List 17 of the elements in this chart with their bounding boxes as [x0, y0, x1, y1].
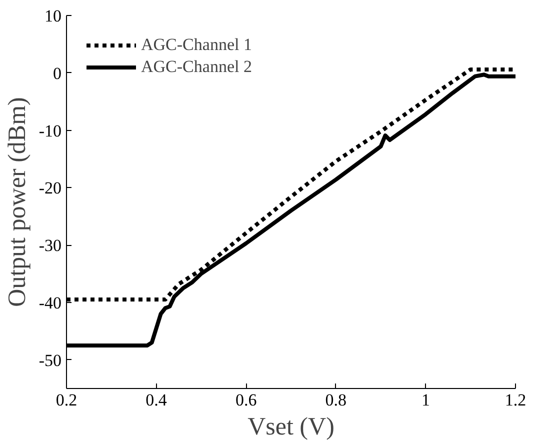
x-tick-label: 0.8: [325, 390, 347, 410]
x-axis-title: Vset (V): [248, 414, 334, 440]
y-tick-label: -30: [38, 236, 62, 256]
legend-label: AGC-Channel 2: [141, 57, 252, 77]
y-axis-title: Output power (dBm): [4, 97, 31, 307]
y-tick-label: -20: [38, 178, 62, 198]
y-tick-label: -50: [38, 350, 62, 370]
x-tick-label: 0.2: [56, 390, 78, 410]
y-tick-label: -10: [38, 121, 62, 140]
legend-label: AGC-Channel 1: [141, 35, 252, 55]
y-tick-label: 0: [53, 64, 62, 83]
x-tick-label: 1.2: [504, 390, 526, 410]
x-tick-label: 1: [421, 390, 430, 410]
y-tick-label: -40: [38, 293, 62, 312]
x-tick-label: 0.6: [235, 390, 257, 410]
x-tick-label: 0.4: [146, 390, 168, 410]
y-tick-label: 10: [44, 6, 62, 26]
